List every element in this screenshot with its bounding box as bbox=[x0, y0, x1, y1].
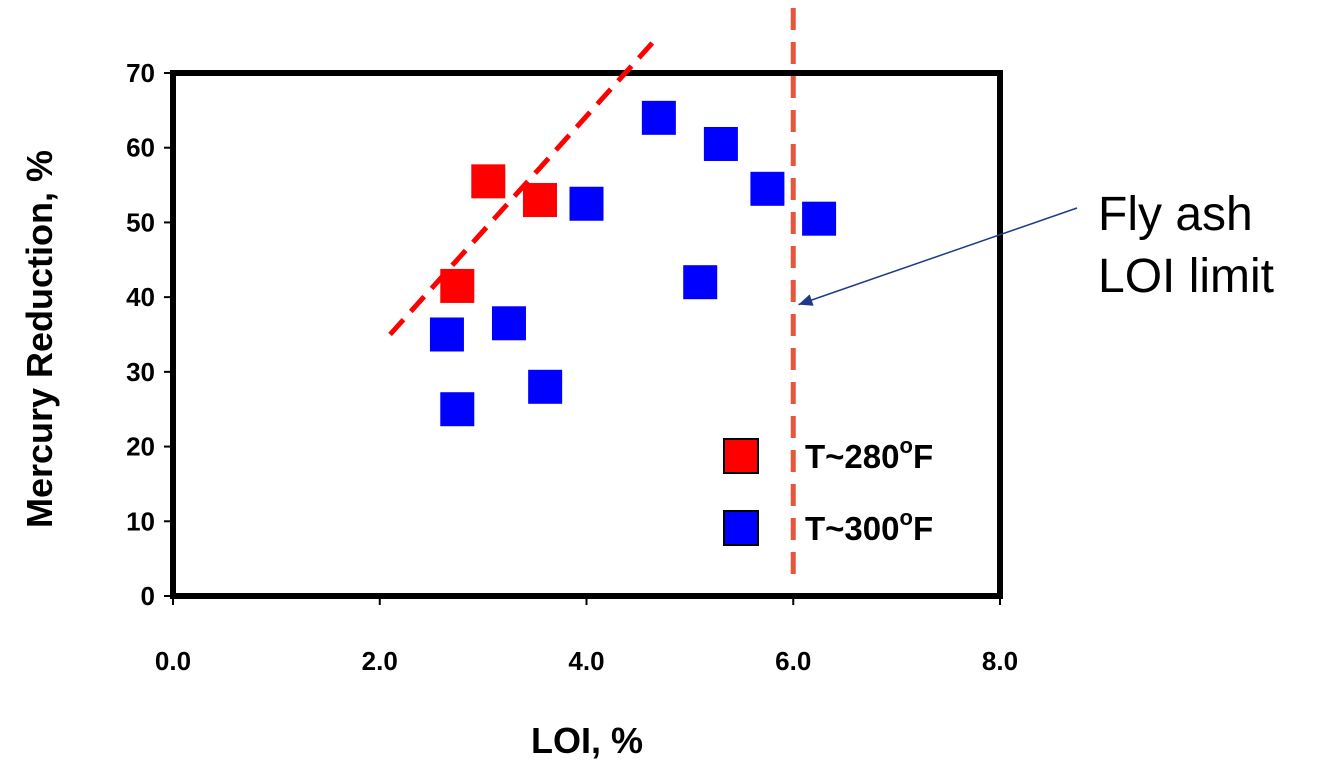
x-tick-label: 8.0 bbox=[982, 646, 1018, 676]
x-tick-label: 2.0 bbox=[362, 646, 398, 676]
y-tick-label: 70 bbox=[126, 58, 155, 88]
y-tick-label: 40 bbox=[126, 282, 155, 312]
y-axis-title: Mercury Reduction, % bbox=[19, 150, 60, 528]
y-tick-labels: 0 10 20 30 40 50 60 70 bbox=[126, 58, 155, 611]
annotation-line-2: LOI limit bbox=[1098, 250, 1274, 303]
point-t300 bbox=[641, 100, 676, 135]
legend-label: T~300oF bbox=[805, 505, 933, 547]
point-t300 bbox=[683, 265, 718, 300]
point-t280 bbox=[522, 183, 557, 218]
x-tick-label: 4.0 bbox=[568, 646, 604, 676]
point-t300 bbox=[802, 201, 837, 236]
data-points bbox=[429, 100, 837, 427]
point-t300 bbox=[569, 186, 604, 221]
x-axis-title: LOI, % bbox=[531, 720, 643, 760]
point-t300 bbox=[528, 369, 563, 404]
point-t300 bbox=[491, 306, 526, 341]
annotation-arrowhead bbox=[798, 294, 814, 306]
point-t300 bbox=[429, 317, 464, 352]
legend-marker bbox=[723, 510, 759, 546]
y-tick-label: 50 bbox=[126, 207, 155, 237]
y-tick-label: 10 bbox=[126, 506, 155, 536]
plot-area-frame bbox=[170, 70, 1003, 599]
point-t300 bbox=[750, 171, 785, 206]
y-tick-label: 30 bbox=[126, 357, 155, 387]
annotation-line-1: Fly ash bbox=[1098, 188, 1253, 241]
annotation-arrow bbox=[798, 207, 1078, 306]
y-tick-label: 20 bbox=[126, 432, 155, 462]
x-tick-labels: 0.0 2.0 4.0 6.0 8.0 bbox=[155, 646, 1018, 676]
point-t300 bbox=[703, 126, 738, 161]
legend-marker bbox=[723, 438, 759, 474]
y-tick-label: 60 bbox=[126, 133, 155, 163]
x-tick-label: 6.0 bbox=[775, 646, 811, 676]
point-t280 bbox=[440, 268, 475, 303]
legend: T~280oF T~300oF bbox=[723, 433, 933, 547]
x-tick-label: 0.0 bbox=[155, 646, 191, 676]
point-t280 bbox=[471, 164, 506, 199]
legend-label: T~280oF bbox=[805, 433, 933, 475]
limit-annotation: Fly ash LOI limit bbox=[798, 188, 1274, 306]
y-tick-label: 0 bbox=[141, 581, 155, 611]
point-t300 bbox=[440, 392, 475, 427]
